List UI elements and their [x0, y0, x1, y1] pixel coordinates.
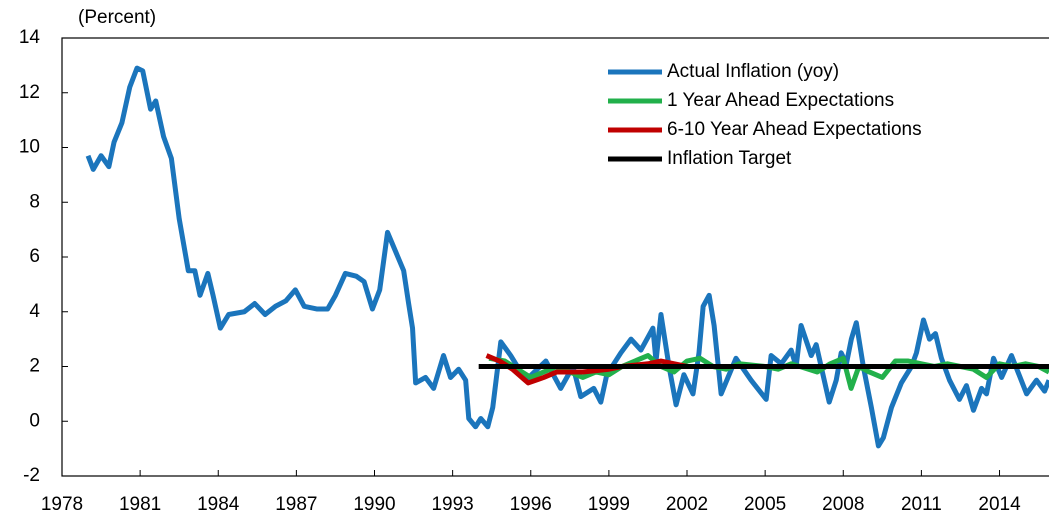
x-tick-label: 1990	[353, 494, 395, 515]
y-tick-label: 6	[29, 246, 40, 267]
legend-label: Actual Inflation (yoy)	[667, 61, 839, 82]
y-tick-label: 12	[19, 82, 40, 103]
legend-label: 1 Year Ahead Expectations	[667, 90, 894, 111]
legend-label: 6-10 Year Ahead Expectations	[667, 119, 922, 140]
x-tick-label: 2005	[744, 494, 786, 515]
x-tick-label: 1987	[275, 494, 317, 515]
y-tick-label: 10	[19, 137, 40, 158]
x-tick-label: 1996	[510, 494, 552, 515]
y-tick-label: 0	[29, 410, 40, 431]
x-tick-label: 2014	[978, 494, 1021, 515]
y-tick-label: 14	[19, 27, 41, 48]
y-axis-label: (Percent)	[78, 7, 156, 28]
x-tick-label: 1993	[431, 494, 473, 515]
x-tick-label: 1999	[588, 494, 630, 515]
y-tick-label: 8	[29, 191, 40, 212]
x-tick-label: 1981	[119, 494, 161, 515]
x-tick-label: 1984	[197, 494, 240, 515]
y-tick-label: -2	[23, 465, 40, 486]
x-tick-label: 2011	[901, 494, 942, 515]
x-tick-label: 2008	[822, 494, 864, 515]
y-tick-label: 2	[29, 356, 40, 377]
y-tick-label: 4	[29, 301, 40, 322]
plot-frame	[61, 37, 1049, 477]
x-tick-label: 1978	[41, 494, 83, 515]
series-line	[85, 65, 1049, 449]
x-tick-label: 2002	[666, 494, 708, 515]
legend-label: Inflation Target	[667, 148, 792, 169]
